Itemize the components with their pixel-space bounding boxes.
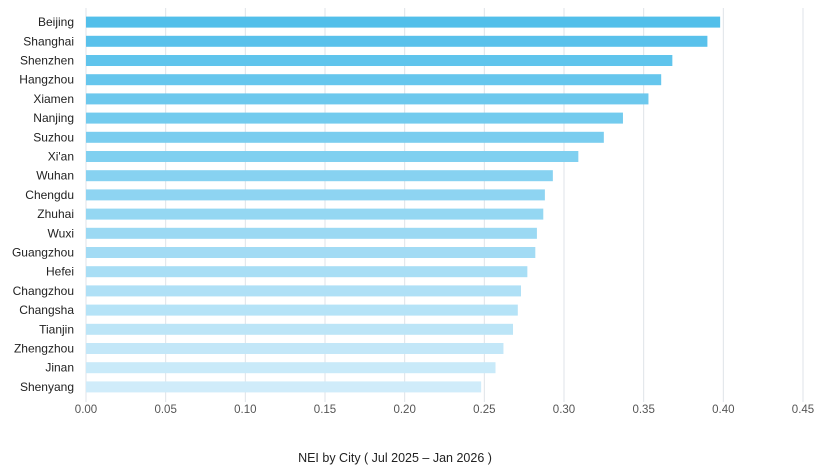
x-tick-label: 0.20: [393, 404, 415, 416]
bar[interactable]: [86, 189, 545, 201]
x-tick-label: 0.35: [632, 404, 654, 416]
category-labels: Beijing Shanghai Shenzhen Hangzhou Xiamen Nan…: [12, 15, 74, 394]
bar[interactable]: [86, 381, 482, 393]
category-label: Nanjing: [33, 111, 74, 125]
category-label: Zhengzhou: [14, 342, 74, 356]
category-label: Wuxi: [48, 226, 74, 240]
bar[interactable]: [86, 343, 504, 354]
category-label: Tianjin: [39, 322, 74, 336]
x-tick-label: 0.40: [712, 404, 734, 416]
category-label: Zhuhai: [37, 207, 74, 221]
category-label: Beijing: [38, 15, 74, 29]
category-label: Wuhan: [36, 169, 74, 183]
bar[interactable]: [86, 304, 518, 316]
bar[interactable]: [86, 362, 496, 374]
x-tick-label: 0.30: [553, 404, 575, 416]
category-label: Changsha: [19, 303, 74, 317]
bar[interactable]: [86, 208, 544, 220]
bar[interactable]: [86, 93, 649, 105]
x-tick-label: 0.00: [75, 404, 97, 416]
category-label: Guangzhou: [12, 246, 74, 260]
category-label: Xi'an: [48, 150, 74, 164]
x-tick-label: 0.05: [154, 404, 176, 416]
category-label: Hefei: [46, 265, 74, 279]
bar[interactable]: [86, 227, 537, 239]
x-tick-label: 0.45: [792, 404, 814, 416]
x-tick-label: 0.10: [234, 404, 256, 416]
category-label: Jinan: [45, 361, 74, 375]
bar[interactable]: [86, 285, 521, 297]
category-label: Shenyang: [20, 380, 74, 394]
bar[interactable]: [86, 131, 604, 143]
bar[interactable]: [86, 16, 721, 28]
category-label: Changzhou: [13, 284, 74, 298]
bar[interactable]: [86, 266, 528, 278]
category-label: Shenzhen: [20, 54, 74, 68]
bar[interactable]: [86, 35, 708, 47]
grid-layer: [85, 8, 804, 402]
x-tick-labels: 0.00 0.05 0.10 0.15 0.20 0.25 0.30 0.35 0.40 0.45: [75, 404, 814, 416]
bar[interactable]: [86, 323, 514, 335]
category-label: Hangzhou: [19, 73, 74, 87]
category-label: Chengdu: [25, 188, 74, 202]
category-label: Suzhou: [33, 130, 74, 144]
category-label: Xiamen: [33, 92, 74, 106]
bar[interactable]: [86, 74, 662, 86]
bar[interactable]: [86, 55, 673, 66]
x-tick-label: 0.15: [314, 404, 336, 416]
bar[interactable]: [86, 247, 536, 258]
x-tick-label: 0.25: [473, 404, 495, 416]
bars-layer: [86, 16, 721, 393]
chart-caption: NEI by City ( Jul 2025 – Jan 2026 ): [298, 451, 492, 465]
bar[interactable]: [86, 112, 623, 124]
category-label: Shanghai: [23, 34, 74, 48]
bar[interactable]: [86, 170, 553, 182]
bar[interactable]: [86, 151, 579, 162]
